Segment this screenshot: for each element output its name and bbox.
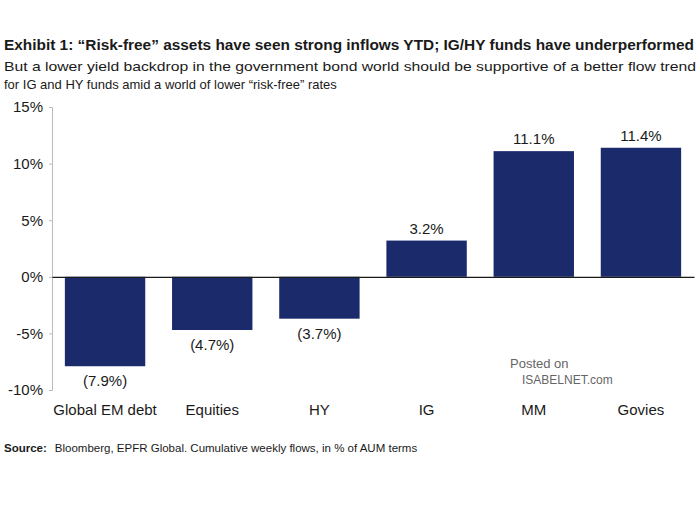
x-tick: Equities xyxy=(186,277,239,418)
bars xyxy=(65,148,681,366)
x-tick-label: IG xyxy=(419,401,435,418)
y-axis-line xyxy=(49,108,53,391)
y-tick-mark xyxy=(49,220,52,221)
data-label: 11.4% xyxy=(620,127,661,144)
bar xyxy=(65,277,145,366)
x-axis-line xyxy=(53,277,695,278)
y-tick: 0% xyxy=(21,268,52,285)
bar xyxy=(601,148,681,277)
subtitle: for IG and HY funds amid a world of lowe… xyxy=(4,77,337,92)
y-tick-label: 5% xyxy=(21,212,43,229)
y-tick-mark xyxy=(49,164,52,165)
y-tick-mark xyxy=(49,107,52,108)
bar xyxy=(494,151,574,277)
data-labels: (7.9%) (4.7%) (3.7%) 3.2% 11.1% 11.4% xyxy=(83,127,662,389)
y-tick-mark xyxy=(49,277,52,278)
y-tick-label: -10% xyxy=(8,381,43,398)
y-tick: -5% xyxy=(16,325,52,342)
x-tick: HY xyxy=(309,277,330,418)
subtitle: But a lower yield backdrop in the govern… xyxy=(4,59,696,74)
y-tick-mark xyxy=(49,390,52,391)
y-tick-label: 0% xyxy=(21,268,43,285)
y-tick-label: 10% xyxy=(13,155,43,172)
x-tick-label: Equities xyxy=(186,401,239,418)
x-tick-label: MM xyxy=(521,401,546,418)
data-label: (3.7%) xyxy=(297,325,341,342)
bar xyxy=(172,277,252,330)
y-tick-label: 15% xyxy=(13,98,43,115)
chart: Exhibit 1: “Risk-free” assets have seen … xyxy=(0,0,700,510)
x-tick: Govies xyxy=(618,277,665,418)
data-label: 3.2% xyxy=(409,220,443,237)
y-tick: 15% xyxy=(13,98,52,115)
x-tick-label: HY xyxy=(309,401,330,418)
x-tick: Global EM debt xyxy=(53,277,157,418)
watermark: ISABELNET.com xyxy=(522,373,613,387)
x-tick-label: Govies xyxy=(618,401,665,418)
source: Source: Bloomberg, EPFR Global. Cumulativ… xyxy=(4,442,417,454)
x-tick-label: Global EM debt xyxy=(53,401,157,418)
y-tick-label: -5% xyxy=(16,325,43,342)
source-text: Bloomberg, EPFR Global. Cumulative weekl… xyxy=(55,442,418,454)
y-tick: -10% xyxy=(8,381,52,398)
source-label: Source: xyxy=(4,442,47,454)
data-label: 11.1% xyxy=(513,130,554,147)
bar xyxy=(279,277,359,319)
y-tick-mark xyxy=(49,333,52,334)
y-axis: -10% -5% 0% 5% 10% 15% xyxy=(8,98,53,398)
x-tick: MM xyxy=(521,277,546,418)
title: Exhibit 1: “Risk-free” assets have seen … xyxy=(4,37,694,53)
y-tick: 10% xyxy=(13,155,52,172)
data-label: (4.7%) xyxy=(190,336,234,353)
data-label: (7.9%) xyxy=(83,372,127,389)
watermark: Posted on xyxy=(510,356,569,371)
x-tick: IG xyxy=(419,277,435,418)
x-axis: Global EM debt Equities HY IG MM Govies xyxy=(53,277,695,418)
bar xyxy=(386,241,466,277)
y-tick: 5% xyxy=(21,212,52,229)
